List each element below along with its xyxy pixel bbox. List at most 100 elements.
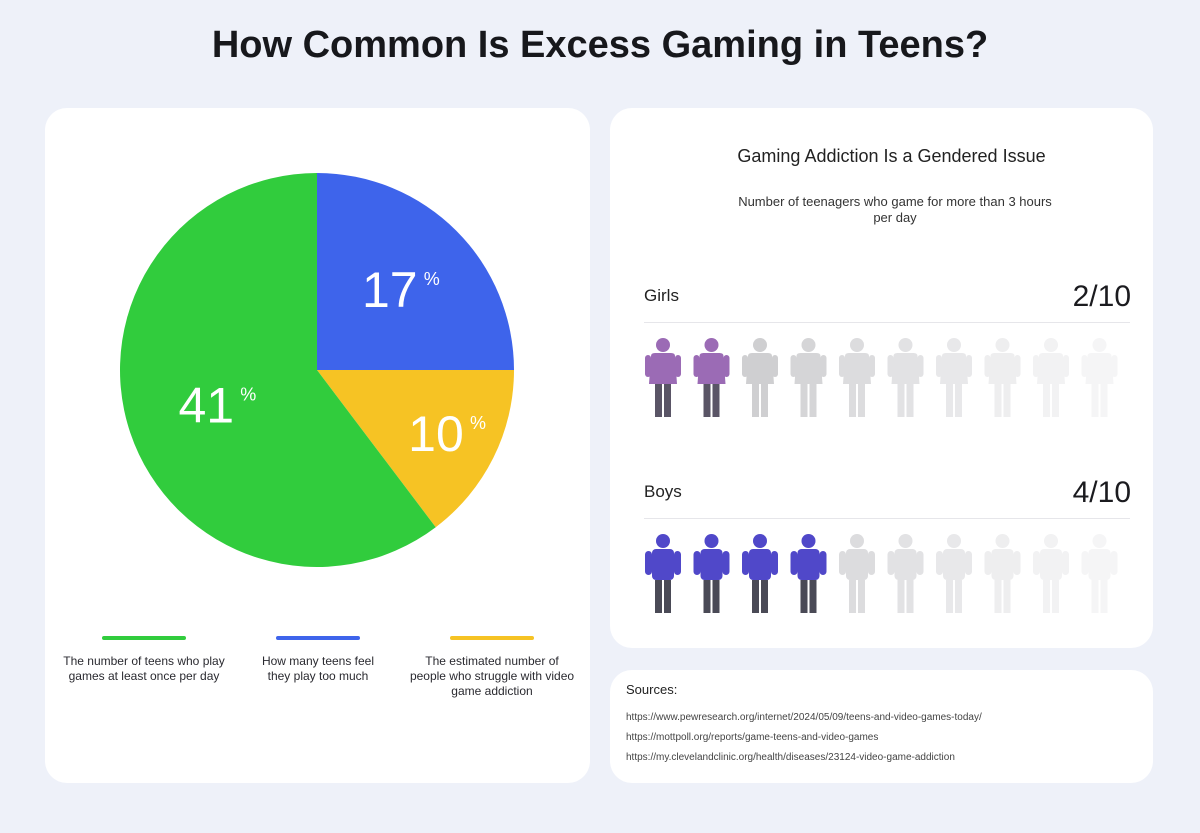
figure-leg	[1100, 384, 1108, 417]
figure-head	[898, 338, 913, 352]
girl-figure-icon-8	[984, 338, 1021, 417]
legend-label-daily: The number of teens who play games at le…	[63, 654, 225, 683]
figure-head	[850, 338, 864, 352]
legend-swatch-daily	[102, 636, 186, 640]
figure-head	[801, 534, 816, 548]
figure-leg	[800, 384, 808, 417]
girls-icon-row	[642, 334, 1132, 424]
pie-chart: 17 % 10 % 41%	[119, 173, 514, 567]
figure-head	[1092, 534, 1107, 548]
figure-leg	[897, 384, 905, 417]
figure-leg	[752, 384, 759, 417]
boy-figure-icon-9	[1033, 534, 1069, 613]
girl-figure-icon-10	[1081, 338, 1118, 417]
girl-figure-icon-7	[936, 338, 972, 417]
pie-slice-value-2: 41	[178, 377, 234, 433]
figure-head	[704, 534, 719, 548]
figure-arm	[1014, 355, 1021, 377]
figure-arm	[839, 551, 846, 575]
figure-arm	[984, 355, 991, 377]
girls-label: Girls	[644, 286, 679, 305]
figure-body	[700, 549, 723, 580]
figure-head	[898, 534, 913, 548]
figure-leg	[712, 384, 720, 417]
gender-chart-title: Gaming Addiction Is a Gendered Issue	[737, 146, 1046, 166]
figure-leg	[1003, 580, 1011, 613]
figure-body	[988, 353, 1017, 384]
legend-item-addiction: The estimated number of people who strug…	[407, 636, 577, 699]
figure-arm	[674, 551, 681, 575]
source-link-pew[interactable]: https://www.pewresearch.org/internet/202…	[626, 712, 982, 723]
boy-figure-icon-4	[790, 534, 827, 613]
figure-leg	[858, 384, 865, 417]
gender-chart-subtitle: Number of teenagers who game for more th…	[738, 194, 1052, 225]
figure-arm	[675, 355, 681, 377]
boy-figure-icon-10	[1081, 534, 1118, 613]
figure-head	[1044, 338, 1058, 352]
figure-body	[894, 549, 917, 580]
pie-slice-value-1: 10	[408, 406, 464, 462]
figure-arm	[917, 355, 924, 377]
figure-arm	[1081, 355, 1088, 377]
girls-divider	[644, 322, 1130, 323]
pie-slice-2	[119, 173, 436, 567]
source-link-clevelandclinic[interactable]: https://my.clevelandclinic.org/health/di…	[626, 752, 955, 763]
boy-figure-icon-3	[742, 534, 778, 613]
figure-head	[995, 534, 1010, 548]
figure-leg	[664, 580, 671, 613]
figure-arm	[723, 355, 730, 377]
figure-head	[850, 534, 864, 548]
figure-body	[652, 549, 674, 580]
figure-leg	[1052, 580, 1059, 613]
figure-leg	[849, 580, 856, 613]
figure-leg	[946, 384, 953, 417]
figure-arm	[916, 551, 924, 575]
figure-arm	[693, 551, 701, 575]
legend-swatch-too-much	[276, 636, 360, 640]
figure-arm	[772, 355, 778, 377]
figure-arm	[984, 551, 992, 575]
figure-arm	[869, 355, 875, 377]
figure-leg	[1052, 384, 1059, 417]
figure-head	[753, 338, 767, 352]
sources-card: Sources: https://www.pewresearch.org/int…	[610, 670, 1153, 783]
figure-leg	[1043, 384, 1050, 417]
figure-leg	[1100, 580, 1108, 613]
figure-body	[797, 549, 820, 580]
figure-leg	[849, 384, 856, 417]
boys-divider	[644, 518, 1130, 519]
figure-leg	[1043, 580, 1050, 613]
boy-figure-icon-2	[693, 534, 730, 613]
legend-item-daily: The number of teens who play games at le…	[59, 636, 229, 684]
figure-leg	[761, 384, 768, 417]
girl-figure-icon-6	[887, 338, 924, 417]
figure-arm	[1111, 355, 1118, 377]
figure-arm	[839, 355, 845, 377]
figure-leg	[897, 580, 905, 613]
figure-body	[1040, 549, 1062, 580]
girl-figure-icon-1	[645, 338, 681, 417]
figure-arm	[771, 551, 778, 575]
figure-leg	[1091, 384, 1099, 417]
boy-figure-icon-6	[887, 534, 924, 613]
girl-figure-icon-9	[1033, 338, 1069, 417]
girl-figure-icon-3	[742, 338, 778, 417]
source-link-mottpoll[interactable]: https://mottpoll.org/reports/game-teens-…	[626, 732, 879, 743]
pie-slice-value-0: 17	[362, 262, 418, 318]
figure-body	[794, 353, 823, 384]
figure-arm	[1062, 551, 1069, 575]
figure-body	[940, 353, 968, 384]
figure-leg	[955, 580, 962, 613]
figure-body	[1037, 353, 1065, 384]
gender-chart-card: Gaming Addiction Is a Gendered Issue Num…	[610, 108, 1153, 648]
figure-head	[1044, 534, 1058, 548]
boy-figure-icon-8	[984, 534, 1021, 613]
figure-leg	[752, 580, 759, 613]
figure-body	[846, 549, 868, 580]
figure-leg	[664, 384, 671, 417]
figure-leg	[994, 580, 1002, 613]
girls-ratio: 2/10	[1072, 280, 1131, 313]
pie-slice-unit-1: %	[470, 413, 486, 433]
figure-arm	[966, 355, 972, 377]
figure-leg	[946, 580, 953, 613]
